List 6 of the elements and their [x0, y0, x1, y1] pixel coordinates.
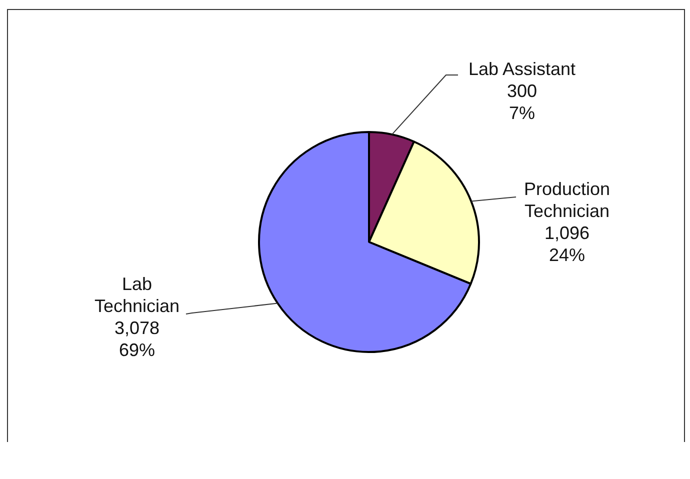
- slice-label: Lab Assistant: [468, 58, 576, 79]
- slice-label: Lab Technician: [94, 274, 180, 316]
- data-label: 3,078 69%: [114, 318, 160, 360]
- data-label: 1,096 24%: [544, 222, 590, 265]
- slice-label: Production Technician: [524, 178, 610, 221]
- data-label: 300 7%: [506, 80, 538, 123]
